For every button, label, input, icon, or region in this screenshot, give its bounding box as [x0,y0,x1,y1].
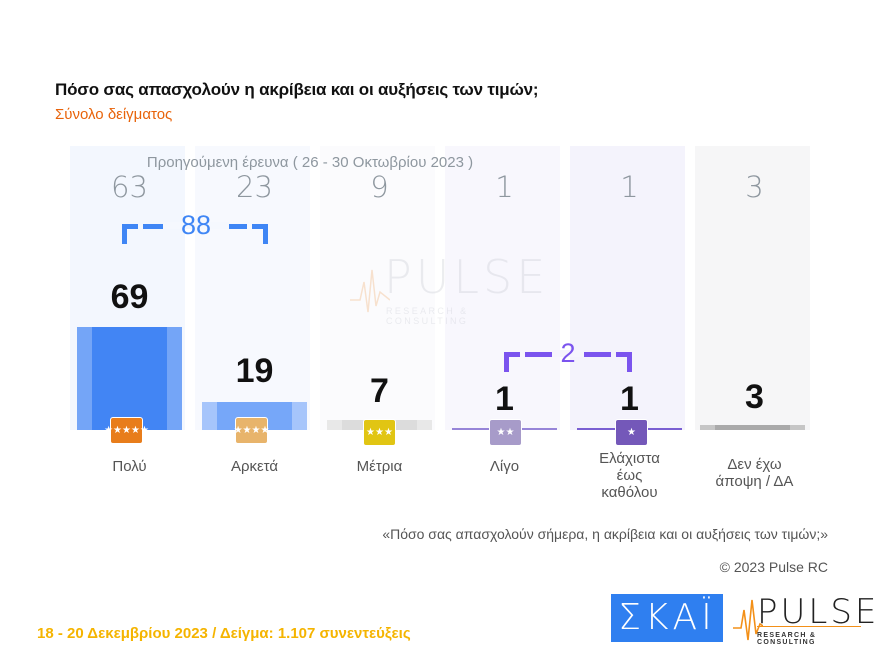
three-stars-icon: ★★★ [363,419,396,446]
previous-value: 3 [745,170,764,204]
chart-title: Πόσο σας απασχολούν η ακρίβεια και οι αυ… [55,80,539,99]
previous-value: 1 [495,170,514,204]
current-value: 1 [620,380,639,418]
group-total-high: 88 [180,210,212,240]
column-bg-1 [195,146,310,430]
column-bg-3 [445,146,560,430]
skai-logo: ΣΚΑΪ [611,594,723,642]
chart-subtitle: Σύνολο δείγματος [55,106,173,123]
pulse-watermark: PULSE RESEARCH & CONSULTING [350,250,550,326]
two-stars-icon: ★★ [489,419,522,446]
previous-survey-caption: Προηγούμενη έρευνα ( 26 - 30 Οκτωβρίου 2… [146,154,474,171]
copyright: © 2023 Pulse RC [719,559,828,575]
survey-date-sample: 18 - 20 Δεκεμβρίου 2023 / Δείγμα: 1.107 … [37,625,411,642]
previous-value: 1 [620,170,639,204]
current-value: 19 [235,352,274,390]
previous-value: 9 [370,170,389,204]
column-bg-5 [695,146,810,430]
group-total-low: 2 [560,338,576,368]
category-label: Λίγο [489,458,520,475]
bar-den-exo [700,425,805,430]
pulse-wave-icon [350,269,390,313]
category-label: Αρκετά [230,458,279,475]
column-bg-4 [570,146,685,430]
column-bg-2 [320,146,435,430]
pulse-logo: PULSE RESEARCH & CONSULTING [733,592,876,646]
pulse-wave-icon [733,599,763,641]
category-label: Μέτρια [356,458,403,475]
question-footnote: «Πόσο σας απασχολούν σήμερα, η ακρίβεια … [382,526,828,542]
current-value: 7 [370,372,389,410]
one-star-icon: ★ [615,419,648,446]
previous-value: 23 [236,170,273,204]
five-stars-icon: ★★★★★ [104,417,149,444]
previous-value: 63 [111,170,148,204]
category-label: Δεν έχω άποψη / ΔΑ [715,456,794,490]
category-label: Πολύ [112,458,147,475]
current-value: 3 [745,378,764,416]
four-stars-icon: ★★★★ [234,417,269,444]
category-label: Ελάχιστα έως καθόλου [599,450,660,501]
current-value: 1 [495,380,514,418]
bar-poly [77,327,182,430]
current-value: 69 [110,278,149,316]
